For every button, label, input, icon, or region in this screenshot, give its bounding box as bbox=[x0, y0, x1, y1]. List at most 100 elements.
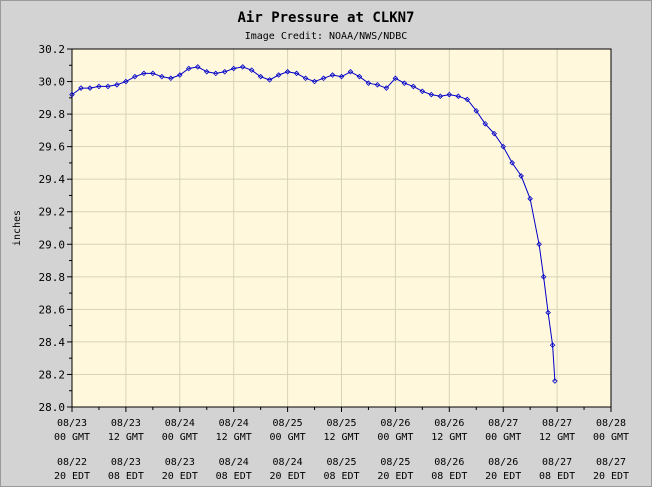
pressure-point bbox=[549, 342, 556, 348]
pressure-point bbox=[392, 75, 399, 82]
x-tick-label-gmt-time: 12 GMT bbox=[108, 432, 144, 443]
pressure-point bbox=[509, 160, 515, 166]
x-tick-label-gmt-time: 00 GMT bbox=[270, 432, 306, 443]
y-tick-label: 30.0 bbox=[39, 76, 66, 89]
y-tick-label: 28.4 bbox=[39, 336, 66, 349]
pressure-point bbox=[96, 83, 102, 90]
pressure-point bbox=[518, 173, 524, 179]
x-tick-label-gmt-time: 12 GMT bbox=[323, 432, 359, 443]
y-tick-label: 28.6 bbox=[39, 303, 66, 316]
pressure-point bbox=[105, 83, 111, 90]
x-tick-label-gmt-date: 08/26 bbox=[380, 418, 410, 429]
pressure-point bbox=[383, 85, 390, 91]
pressure-point bbox=[491, 130, 497, 137]
pressure-point bbox=[78, 85, 84, 91]
pressure-point bbox=[365, 80, 372, 86]
pressure-point bbox=[150, 70, 156, 77]
pressure-point bbox=[266, 77, 273, 83]
pressure-point bbox=[186, 65, 192, 72]
pressure-point bbox=[552, 378, 558, 384]
y-tick-label: 29.0 bbox=[39, 238, 66, 251]
pressure-point bbox=[419, 88, 426, 95]
pressure-point bbox=[464, 96, 471, 103]
x-tick-label-edt-time: 20 EDT bbox=[485, 471, 521, 482]
pressure-point bbox=[536, 241, 542, 248]
plot-border bbox=[71, 48, 612, 408]
x-tick-label-gmt-date: 08/27 bbox=[488, 418, 518, 429]
x-tick-label-gmt-time: 00 GMT bbox=[377, 432, 413, 443]
pressure-point bbox=[203, 69, 210, 75]
x-tick-label-edt-time: 08 EDT bbox=[539, 471, 575, 482]
y-tick-label: 30.2 bbox=[39, 43, 66, 56]
x-tick-label-edt-date: 08/22 bbox=[57, 457, 87, 468]
pressure-point bbox=[69, 91, 75, 98]
pressure-point bbox=[168, 75, 174, 82]
x-tick-label-edt-date: 08/24 bbox=[273, 457, 303, 468]
pressure-point bbox=[455, 93, 462, 99]
pressure-point bbox=[114, 82, 120, 88]
pressure-point bbox=[540, 274, 547, 280]
y-tick-label: 29.4 bbox=[39, 173, 66, 186]
x-tick-label-edt-time: 08 EDT bbox=[323, 471, 359, 482]
x-tick-label-gmt-date: 08/23 bbox=[111, 418, 141, 429]
y-tick-label: 28.8 bbox=[39, 271, 66, 284]
x-tick-label-gmt-time: 12 GMT bbox=[431, 432, 467, 443]
pressure-point bbox=[329, 72, 336, 78]
x-tick-label-edt-time: 20 EDT bbox=[162, 471, 198, 482]
y-tick-label: 28.0 bbox=[39, 401, 66, 414]
pressure-series bbox=[69, 64, 558, 384]
pressure-point bbox=[302, 75, 309, 82]
pressure-point bbox=[338, 73, 345, 80]
y-axis-ticks: 28.0 28.2 28.4 28.6 28.8 29.0 29.2 29.4 29.6 29.8… bbox=[39, 43, 72, 414]
pressure-point bbox=[545, 309, 551, 316]
x-tick-label-gmt-date: 08/24 bbox=[165, 418, 195, 429]
pressure-point bbox=[374, 82, 381, 88]
x-tick-label-gmt-time: 00 GMT bbox=[54, 432, 90, 443]
y-tick-label: 28.2 bbox=[39, 368, 66, 381]
x-tick-label-edt-time: 08 EDT bbox=[216, 471, 252, 482]
y-tick-label: 29.8 bbox=[39, 108, 66, 121]
x-tick-label-edt-date: 08/25 bbox=[380, 457, 410, 468]
chart-title: Air Pressure at CLKN7 bbox=[237, 10, 414, 26]
x-tick-label-edt-time: 08 EDT bbox=[431, 471, 467, 482]
x-tick-label-edt-date: 08/25 bbox=[326, 457, 356, 468]
x-tick-label-edt-time: 08 EDT bbox=[108, 471, 144, 482]
pressure-point bbox=[284, 69, 291, 75]
grid-lines bbox=[71, 48, 612, 408]
x-tick-label-gmt-time: 12 GMT bbox=[216, 432, 252, 443]
pressure-point bbox=[257, 73, 264, 80]
pressure-point bbox=[320, 75, 327, 82]
pressure-point bbox=[141, 70, 147, 77]
x-tick-label-edt-time: 20 EDT bbox=[270, 471, 306, 482]
pressure-point bbox=[159, 73, 165, 80]
x-tick-label-edt-date: 08/23 bbox=[165, 457, 195, 468]
pressure-point bbox=[123, 78, 129, 85]
x-tick-label-edt-date: 08/24 bbox=[219, 457, 249, 468]
chart-subtitle: Image Credit: NOAA/NWS/NDBC bbox=[245, 31, 408, 42]
pressure-point bbox=[195, 64, 201, 70]
x-tick-label-edt-date: 08/26 bbox=[488, 457, 518, 468]
x-tick-label-gmt-date: 08/23 bbox=[57, 418, 87, 429]
pressure-point bbox=[293, 70, 300, 77]
pressure-point bbox=[212, 70, 219, 77]
pressure-point bbox=[482, 121, 488, 127]
x-axis-ticks: 08/23 00 GMT 08/22 20 EDT 08/23 12 GMT 08/23 08… bbox=[54, 407, 629, 482]
outer-border bbox=[0, 0, 652, 487]
x-tick-label-edt-date: 08/27 bbox=[542, 457, 572, 468]
pressure-point bbox=[221, 69, 228, 75]
pressure-point bbox=[428, 91, 435, 98]
y-axis-label: inches bbox=[12, 210, 23, 246]
x-tick-label-gmt-date: 08/28 bbox=[596, 418, 626, 429]
x-tick-label-gmt-time: 00 GMT bbox=[485, 432, 521, 443]
pressure-point bbox=[275, 72, 282, 78]
pressure-line bbox=[71, 66, 556, 382]
pressure-point bbox=[446, 91, 453, 98]
x-tick-label-gmt-date: 08/25 bbox=[273, 418, 303, 429]
y-tick-label: 29.6 bbox=[39, 141, 66, 154]
y-tick-label: 29.2 bbox=[39, 206, 66, 219]
pressure-point bbox=[311, 78, 318, 85]
pressure-point bbox=[177, 72, 183, 78]
pressure-point bbox=[437, 93, 444, 99]
pressure-point bbox=[230, 65, 237, 72]
